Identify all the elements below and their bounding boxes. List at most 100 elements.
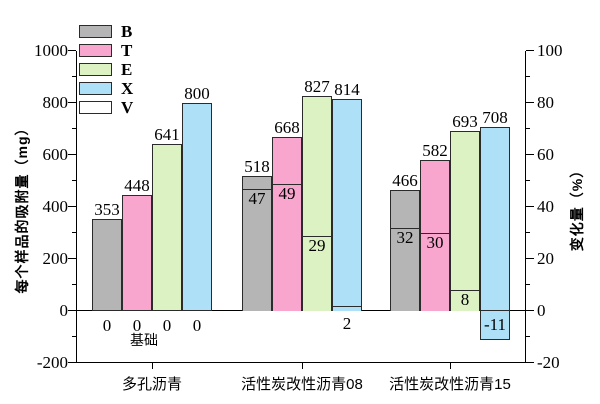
bar-value-label: 800	[184, 84, 210, 103]
x-axis-category-tick	[450, 363, 451, 369]
bar-value-label: 518	[244, 157, 270, 177]
category-label: 多孔沥青	[121, 376, 182, 393]
left-axis-tick-label: 800	[42, 93, 69, 112]
left-axis-minor-tick	[72, 284, 76, 285]
legend-label: B	[121, 21, 133, 41]
legend-label: V	[121, 97, 134, 117]
bar-value-label: 582	[422, 140, 448, 160]
overlay-bar	[273, 183, 301, 311]
legend-item-T: T	[79, 42, 133, 59]
overlay-bar	[391, 227, 419, 311]
overlay-bar	[333, 305, 361, 311]
overlay-value-label: 29	[308, 235, 326, 255]
overlay-value-label: 0	[132, 316, 142, 335]
right-axis-major-tick	[526, 206, 534, 207]
legend-item-X: X	[79, 78, 134, 98]
legend-label: X	[121, 78, 134, 98]
left-axis-major-tick	[68, 154, 76, 155]
left-axis-tick-label: 600	[42, 145, 69, 164]
left-axis-major-tick	[68, 206, 76, 207]
legend-item-V: V	[79, 97, 134, 117]
left-axis-minor-tick	[72, 128, 76, 129]
y-axis-right-line	[525, 51, 526, 363]
left-axis-title: 每个样品的吸附量（mg）	[14, 120, 30, 294]
overlay-bar	[303, 235, 331, 311]
right-axis-tick-label: 100	[537, 41, 563, 60]
bar-X	[480, 126, 510, 311]
right-axis-major-tick	[526, 50, 534, 51]
bar-value-label: 641	[154, 125, 180, 145]
left-axis-minor-tick	[72, 76, 76, 77]
baseline-annotation: 基础	[130, 332, 158, 348]
y-axis-left-line	[76, 51, 77, 363]
right-axis-tick-label: 20	[537, 249, 554, 268]
legend-label: E	[121, 59, 133, 79]
right-axis-tick-label: 40	[537, 197, 554, 216]
bar-value-label: 708	[482, 107, 508, 127]
left-axis-tick-label: 0	[59, 301, 69, 320]
right-axis-major-tick	[526, 154, 534, 155]
right-axis-minor-tick	[526, 284, 530, 285]
right-axis-major-tick	[526, 362, 534, 363]
overlay-value-label: 32	[396, 227, 414, 247]
right-axis-tick-label: 60	[537, 145, 554, 164]
left-axis-major-tick	[68, 362, 76, 363]
bar-E	[152, 144, 182, 311]
legend-swatch-E	[79, 62, 112, 76]
right-axis-minor-tick	[526, 128, 530, 129]
bar-B	[92, 219, 122, 311]
overlay-value-label: 0	[102, 316, 112, 335]
left-axis-minor-tick	[72, 336, 76, 337]
right-axis-title: 变化量（%）	[569, 162, 585, 252]
bar-value-label: 466	[392, 170, 418, 190]
legend-item-E: E	[79, 59, 133, 79]
right-axis-major-tick	[526, 310, 534, 311]
x-axis-category-tick	[152, 363, 153, 369]
left-axis-tick-label: 200	[42, 249, 69, 268]
legend-swatch-X	[79, 81, 112, 95]
right-axis-major-tick	[526, 258, 534, 259]
right-axis-minor-tick	[526, 336, 530, 337]
bar-value-label: 448	[124, 175, 150, 195]
bar-value-label: 693	[452, 111, 478, 131]
legend-item-B: B	[79, 21, 133, 41]
category-label: 活性炭改性沥青08	[241, 376, 363, 393]
left-axis-tick-label: 400	[42, 197, 69, 216]
right-axis-minor-tick	[526, 180, 530, 181]
overlay-value-label: 49	[278, 183, 296, 203]
right-axis-tick-label: -20	[537, 353, 560, 372]
legend-swatch-B	[79, 24, 112, 38]
overlay-value-label: 47	[248, 188, 266, 208]
overlay-bar	[451, 290, 479, 311]
bar-X	[332, 99, 362, 311]
legend-swatch-V	[79, 100, 112, 114]
x-axis-line	[76, 362, 526, 363]
left-axis-major-tick	[68, 310, 76, 311]
bar-value-label: 814	[334, 80, 360, 100]
right-axis-tick-label: 80	[537, 93, 554, 112]
bar-E	[450, 130, 480, 311]
overlay-value-label: 30	[426, 233, 444, 252]
overlay-value-label: 0	[192, 316, 202, 335]
category-label: 活性炭改性沥青15	[389, 376, 511, 393]
right-axis-tick-label: 0	[537, 301, 546, 320]
left-axis-tick-label: -200	[36, 353, 68, 372]
overlay-bar	[243, 188, 271, 311]
bar-value-label: 668	[274, 118, 300, 138]
bar-T	[122, 194, 152, 311]
legend-swatch-T	[79, 43, 112, 57]
left-axis-major-tick	[68, 50, 76, 51]
left-axis-minor-tick	[72, 180, 76, 181]
right-axis-minor-tick	[526, 232, 530, 233]
left-axis-major-tick	[68, 102, 76, 103]
overlay-value-label: 8	[460, 290, 470, 310]
overlay-value-label: -11	[483, 315, 507, 335]
bar-value-label: 353	[94, 200, 120, 220]
overlay-bar	[421, 233, 449, 311]
overlay-value-label: 2	[342, 314, 352, 333]
bar-X	[182, 103, 212, 311]
bar-value-label: 827	[304, 76, 330, 96]
